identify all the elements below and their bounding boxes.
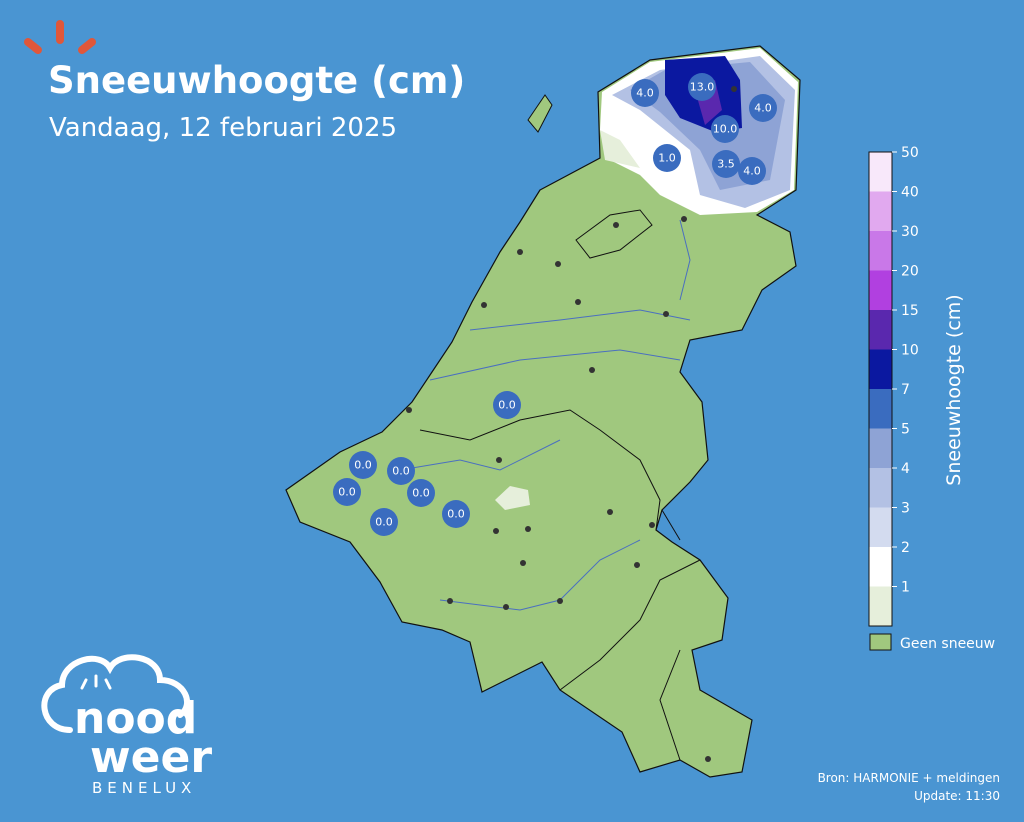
snow-patch [495,486,530,510]
no-snow-swatch [869,633,892,651]
station-label: 4.0 [636,87,654,100]
station-marker [653,144,681,172]
logo-rays [24,20,96,54]
station-marker [712,150,740,178]
station-marker [493,391,521,419]
station-label: 0.0 [392,465,410,478]
colorbar-tick-label: 30 [901,224,919,240]
logo-text: weer [90,732,212,783]
update: Update: 11:30 [914,789,1000,803]
island [527,94,553,133]
colorbar-segment [869,310,892,350]
station-label: 3.5 [717,158,735,171]
station-label: 10.0 [713,123,738,136]
colorbar-segment [869,428,892,468]
colorbar-tick-label: 10 [901,343,919,359]
logo-cloud [41,654,191,733]
station-label: 0.0 [354,459,372,472]
station-marker [711,115,739,143]
colorbar-tick-label: 5 [901,422,910,438]
colorbar-tick-label: 50 [901,145,919,161]
station-marker [349,451,377,479]
colorbar-segment [869,191,892,231]
station-marker [407,479,435,507]
station-marker [631,79,659,107]
source: Bron: HARMONIE + meldingen [818,771,1000,785]
colorbar-tick-label: 15 [901,303,919,319]
colorbar-tick-label: 20 [901,264,919,280]
colorbar-tick-label: 3 [901,501,910,517]
colorbar-segment [869,270,892,310]
logo-subtext: BENELUX [92,779,196,797]
cities [406,86,737,762]
station-label: 1.0 [658,152,676,165]
colorbar-segment [869,468,892,508]
no-snow-label: Geen sneeuw [900,636,995,652]
station-marker [688,73,716,101]
stations: 4.0 13.0 4.0 10.0 1.0 3.5 4.0 0.0 0.0 0.… [333,73,777,536]
colorbar-tick-label: 2 [901,540,910,556]
station-marker [387,457,415,485]
colorbar-tick-label: 40 [901,185,919,201]
colorbar-segment [869,231,892,271]
station-marker [333,478,361,506]
colorbar-segment [869,152,892,192]
logo-sun [80,674,112,690]
station-label: 0.0 [375,516,393,529]
subtitle: Vandaag, 12 februari 2025 [49,113,397,143]
title: Sneeuwhoogte (cm) [48,59,465,102]
colorbar: 1 2 3 4 5 7 10 15 20 30 40 50 [868,145,919,627]
station-label: 0.0 [412,487,430,500]
colorbar-segment [869,349,892,389]
snow-area [600,130,640,168]
station-label: 0.0 [338,486,356,499]
island [575,209,653,259]
station-label: 4.0 [754,102,772,115]
colorbar-label: Sneeuwhoogte (cm) [943,294,965,485]
colorbar-tick-label: 7 [901,382,910,398]
colorbar-tick-label: 4 [901,461,910,477]
colorbar-segment [869,389,892,429]
station-marker [738,157,766,185]
station-label: 0.0 [498,399,516,412]
land [285,45,801,778]
colorbar-tick-label: 1 [901,580,910,596]
station-marker [749,94,777,122]
river [399,219,691,611]
colorbar-segment [869,507,892,547]
station-label: 0.0 [447,508,465,521]
colorbar-segment [869,586,892,626]
station-label: 13.0 [690,81,715,94]
logo-text: nood [74,693,197,744]
station-marker [370,508,398,536]
colorbar-segment [869,547,892,587]
border [419,409,701,761]
station-label: 4.0 [743,165,761,178]
station-marker [442,500,470,528]
